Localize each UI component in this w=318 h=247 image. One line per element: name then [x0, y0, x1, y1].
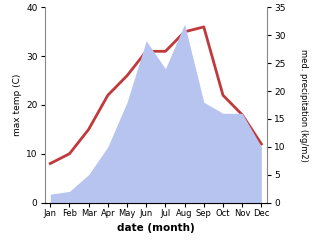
Y-axis label: med. precipitation (kg/m2): med. precipitation (kg/m2): [300, 49, 308, 161]
X-axis label: date (month): date (month): [117, 223, 195, 233]
Y-axis label: max temp (C): max temp (C): [13, 74, 22, 136]
